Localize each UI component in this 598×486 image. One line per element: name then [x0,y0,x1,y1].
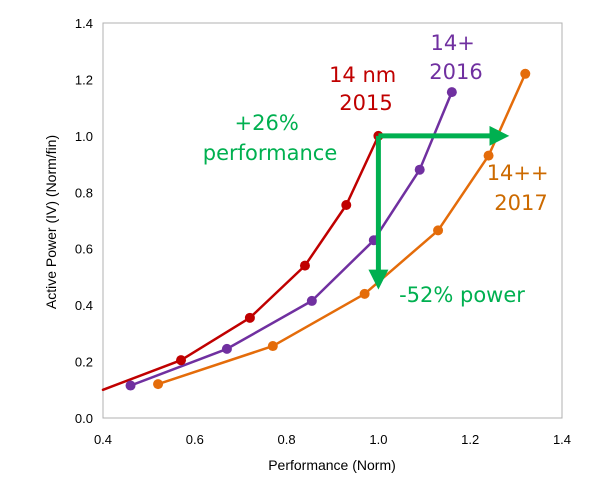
label-14plus-2016-line2: 2016 [429,60,482,84]
x-tick-label-3: 1.0 [369,432,387,447]
plot-area [102,22,563,419]
x-tick-label-2: 0.8 [278,432,296,447]
label-performance-gain: +26% performance [203,111,338,165]
y-tick-label-4: 0.8 [75,185,93,200]
label-power-reduction: -52% power [399,283,525,307]
y-axis-ticks: 0.0 0.2 0.4 0.6 0.8 1.0 1.2 1.4 [75,16,93,426]
label-performance-gain-line1: +26% [235,111,299,135]
series-0-point-3 [341,199,352,210]
label-14plus-2016-line1: 14+ [430,31,474,55]
series-line-1 [129,90,454,387]
x-axis-ticks: 0.4 0.6 0.8 1.0 1.2 1.4 [94,432,571,447]
series-2-point-1 [267,341,278,352]
label-14nm-2015-line2: 2015 [339,91,392,115]
x-tick-label-5: 1.4 [553,432,571,447]
label-14plus-2016: 14+ 2016 [429,31,482,84]
y-tick-label-2: 0.4 [75,298,93,313]
series-2-point-2 [359,288,370,299]
x-tick-label-1: 0.6 [186,432,204,447]
series-1-point-1 [221,343,232,354]
label-14nm-2015-line1: 14 nm [329,63,396,87]
label-14plusplus-2017-line2: 2017 [494,191,547,215]
series-0-point-1 [244,312,255,323]
series-layer [101,68,531,392]
label-14plusplus-2017: 14++ 2017 [487,161,556,215]
y-tick-label-7: 1.4 [75,16,93,31]
series-1-point-4 [414,164,425,175]
label-performance-gain-line2: performance [203,141,338,165]
x-tick-label-4: 1.2 [461,432,479,447]
series-1-point-5 [446,87,457,98]
y-tick-label-6: 1.2 [75,72,93,87]
label-14nm-2015: 14 nm 2015 [329,63,403,115]
y-axis-title: Active Power (IV) (Norm/fin) [43,135,59,309]
series-0-point-0 [176,355,187,366]
y-tick-label-3: 0.6 [75,242,93,257]
series-2-point-0 [153,379,164,390]
series-line-0 [101,134,380,392]
series-2-point-3 [433,225,444,236]
y-tick-label-5: 1.0 [75,129,93,144]
y-tick-label-0: 0.0 [75,411,93,426]
series-0-point-2 [299,260,310,271]
series-1-point-0 [125,380,136,391]
series-2-point-4 [483,150,494,161]
y-tick-label-1: 0.2 [75,355,93,370]
x-axis-title: Performance (Norm) [268,457,396,473]
arrow-layer [368,125,510,290]
x-tick-label-0: 0.4 [94,432,112,447]
series-2-point-5 [520,68,531,79]
series-1-point-2 [306,295,317,306]
label-14plusplus-2017-line1: 14++ [487,161,549,185]
series-line-2 [156,72,527,386]
